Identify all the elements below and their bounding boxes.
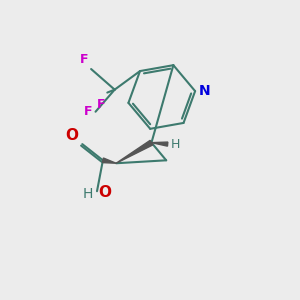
Text: O: O (66, 128, 79, 142)
Text: F: F (80, 53, 88, 66)
Text: F: F (84, 105, 93, 118)
Text: N: N (199, 84, 211, 98)
Polygon shape (152, 142, 168, 146)
Polygon shape (102, 158, 116, 163)
Text: H: H (82, 187, 93, 201)
Text: O: O (98, 185, 112, 200)
Polygon shape (116, 140, 153, 163)
Text: F: F (97, 98, 106, 112)
Text: H: H (171, 138, 180, 151)
